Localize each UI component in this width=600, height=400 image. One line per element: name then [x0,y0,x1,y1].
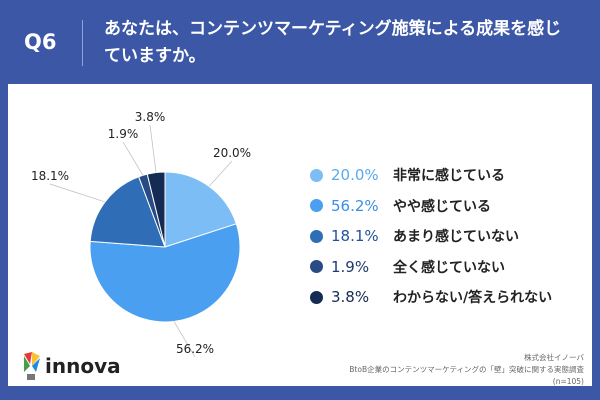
legend-item: 56.2% やや感じている [310,191,552,222]
pie-slice [146,171,166,248]
legend-item: 20.0% 非常に感じている [310,160,552,191]
source-note: 株式会社イノーバ BtoB企業のコンテンツマーケティングの「壁」突破に関する実態… [349,352,584,388]
leader-line [49,183,106,203]
data-label: 18.1% [31,169,69,183]
legend-label: あまり感じていない [393,229,519,246]
legend-swatch [310,229,323,243]
legend-label: 非常に感じている [393,168,505,185]
bulb-logo-icon [24,352,40,380]
legend-swatch [310,168,323,182]
survey-name: BtoB企業のコンテンツマーケティングの「壁」突破に関する実態調査 [349,365,584,374]
leader-line [173,321,196,358]
legend-percent: 1.9% [331,257,370,276]
header: Q6 あなたは、コンテンツマーケティング施策による成果を感じていますか。 [0,0,600,84]
data-label: 1.9% [108,127,139,141]
leader-line [149,124,157,173]
pie-slice [89,176,166,248]
data-label: 20.0% [213,146,251,160]
pie-slice [89,223,241,323]
legend-percent: 3.8% [331,288,370,307]
sample-size: (n=105) [552,377,584,386]
legend-percent: 56.2% [331,196,379,215]
data-label: 3.8% [135,110,166,124]
legend: 20.0% 非常に感じている 56.2% やや感じている 18.1% あまり感じていない 1… [310,160,552,313]
legend-item: 18.1% あまり感じていない [310,221,552,252]
legend-swatch [310,290,323,304]
legend-item: 1.9% 全く感じていない [310,252,552,283]
question-number: Q6 [24,30,57,54]
legend-label: やや感じている [393,198,491,215]
page-title: あなたは、コンテンツマーケティング施策による成果を感じていますか。 [104,19,562,66]
pie-slice [164,171,237,248]
divider [82,20,83,66]
legend-percent: 18.1% [331,227,379,246]
data-label: 56.2% [176,342,214,356]
legend-swatch [310,260,323,274]
legend-swatch [310,199,323,213]
company-name: 株式会社イノーバ [524,353,584,362]
legend-percent: 20.0% [331,166,379,185]
logo-text: innova [45,354,121,378]
legend-label: 全く感じていない [393,259,505,276]
innova-logo: innova [20,350,121,382]
leader-line [208,160,233,187]
leader-line [122,141,144,176]
legend-item: 3.8% わからない/答えられない [310,282,552,313]
legend-label: わからない/答えられない [393,290,553,307]
